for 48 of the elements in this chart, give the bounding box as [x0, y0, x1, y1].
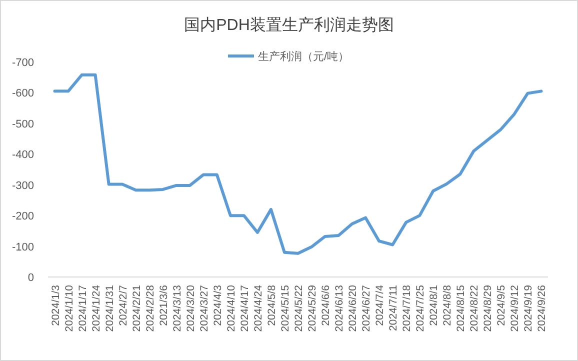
y-tick-label: -300: [12, 180, 34, 192]
x-tick-label: 2024/6/20: [347, 284, 360, 332]
x-tick-label: 2024/3/20: [184, 284, 197, 332]
x-tick-label: 2024/9/5: [496, 284, 508, 326]
x-tick-label: 2024/4/17: [238, 284, 251, 332]
x-tick-label: 2024/9/19: [522, 284, 535, 332]
x-tick-label: 2024/6/6: [320, 284, 332, 326]
x-tick-label: 2024/6/13: [334, 284, 346, 332]
x-tick-label: 2024/7/25: [414, 284, 427, 332]
x-tick-label: 2024/2/21: [130, 284, 143, 332]
x-tick-label: 2024/4/10: [225, 284, 238, 332]
x-tick-label: 2024/1/3: [50, 284, 62, 326]
x-tick-label: 2024/3/13: [171, 284, 184, 332]
x-tick-label: 2024/8/29: [482, 284, 494, 332]
x-tick-label: 2024/5/29: [306, 284, 319, 332]
x-tick-label: 2021/3/6: [158, 284, 170, 326]
x-tick-label: 2024/2/28: [144, 284, 156, 332]
y-tick-label: -200: [12, 210, 34, 223]
x-tick-label: 2024/8/22: [468, 284, 481, 332]
x-tick-label: 2024/8/1: [428, 284, 440, 326]
y-tick-label: -400: [12, 149, 34, 162]
x-tick-label: 2024/1/31: [104, 284, 116, 332]
y-tick-label: -600: [12, 88, 34, 100]
x-tick-label: 2024/9/26: [536, 284, 548, 332]
legend-label: 生产利润（元/吨）: [258, 50, 350, 63]
x-tick-label: 2024/9/12: [509, 284, 522, 332]
x-tick-label: 2024/3/27: [198, 284, 210, 332]
x-tick-label: 2024/1/10: [63, 284, 76, 332]
x-tick-label: 2024/7/11: [388, 284, 400, 331]
y-tick-label: 0: [28, 272, 34, 284]
y-tick-label: -500: [12, 118, 34, 130]
legend: 生产利润（元/吨）: [228, 51, 350, 63]
x-tick-label: 2024/1/24: [90, 284, 102, 332]
x-tick-label: 2024/7/18: [401, 284, 414, 332]
x-tick-label: 2024/8/8: [442, 284, 454, 326]
x-tick-label: 2024/5/8: [266, 284, 278, 326]
y-tick-label: -700: [12, 57, 34, 69]
x-tick-label: 2024/4/3: [212, 284, 224, 326]
title: 国内PDH装置生产利润走势图: [184, 17, 394, 34]
x-tick-label: 2024/5/22: [293, 284, 305, 332]
x-tick-label: 2024/2/7: [117, 284, 130, 326]
x-tick-label: 2024/5/15: [279, 284, 292, 332]
x-tick-label: 2024/4/24: [252, 284, 264, 332]
x-tick-label: 2024/1/17: [76, 284, 89, 332]
x-tick-label: 2024/8/15: [455, 284, 468, 332]
x-tick-label: 2024/6/27: [360, 284, 373, 332]
y-tick-label: -100: [12, 241, 34, 254]
x-tick-label: 2024/7/4: [374, 284, 386, 326]
